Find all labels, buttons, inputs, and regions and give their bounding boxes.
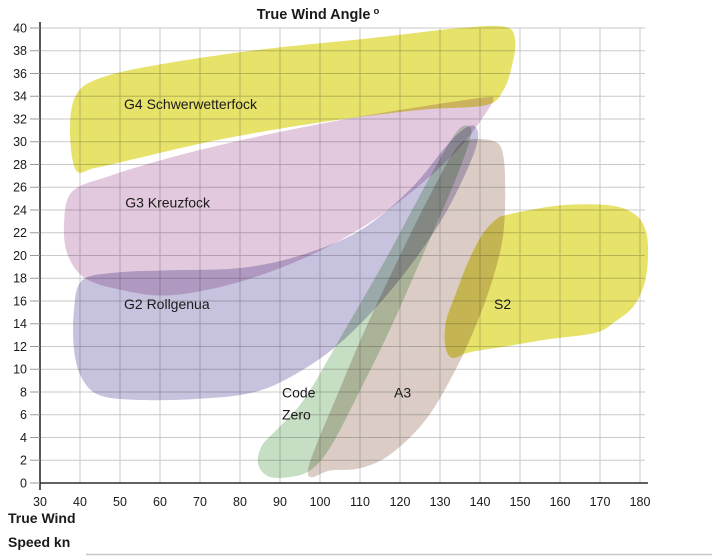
x-tick-label: 120 bbox=[390, 495, 411, 509]
y-tick-label: 28 bbox=[13, 158, 27, 172]
region-shape-g3-kreuzfock bbox=[63, 96, 494, 296]
y-tick-label: 20 bbox=[13, 249, 27, 263]
x-tick-label: 150 bbox=[510, 495, 531, 509]
x-tick-label: 70 bbox=[193, 495, 207, 509]
chart-title-text: True Wind Angle bbox=[257, 7, 371, 23]
y-tick-label: 12 bbox=[13, 340, 27, 354]
region-shape-code-zero bbox=[257, 125, 472, 478]
degree-symbol: o bbox=[373, 6, 379, 17]
region-labels: G4 Schwerwetterfock G3 Kreuzfock G2 Rollge… bbox=[124, 96, 511, 423]
region-label-g2-rollgenua: G2 Rollgenua bbox=[124, 296, 210, 312]
region-shape-a3 bbox=[307, 138, 506, 478]
y-tick-label: 2 bbox=[20, 454, 27, 468]
region-label-s2: S2 bbox=[494, 296, 511, 312]
region-label-a3: A3 bbox=[394, 385, 411, 401]
y-tick-label: 24 bbox=[13, 203, 27, 217]
y-tick-label: 26 bbox=[13, 181, 27, 195]
region-shape-g4-schwerwetterfock bbox=[70, 25, 516, 173]
x-tick-label: 100 bbox=[310, 495, 331, 509]
x-tick-label: 50 bbox=[113, 495, 127, 509]
region-shape-g2-rollgenua bbox=[73, 125, 479, 401]
y-tick-label: 38 bbox=[13, 44, 27, 58]
y-tick-label: 16 bbox=[13, 294, 27, 308]
x-tick-label: 130 bbox=[430, 495, 451, 509]
y-tick-label: 36 bbox=[13, 67, 27, 81]
region-shape-s2 bbox=[444, 204, 649, 359]
region-label-g3-kreuzfock: G3 Kreuzfock bbox=[125, 195, 211, 211]
y-tick-label: 6 bbox=[20, 408, 27, 422]
y-tick-label: 14 bbox=[13, 317, 27, 331]
chart-title: True Wind Angle o bbox=[257, 6, 380, 23]
y-tick-label: 40 bbox=[13, 21, 27, 35]
y-tick-label: 18 bbox=[13, 272, 27, 286]
y-axis-label-line2: Speed kn bbox=[8, 534, 70, 550]
region-label-g4-schwerwetterfock: G4 Schwerwetterfock bbox=[124, 96, 258, 112]
y-tick-label: 34 bbox=[13, 90, 27, 104]
x-tick-label: 30 bbox=[33, 495, 47, 509]
y-axis-label-line1: True Wind bbox=[8, 510, 76, 526]
y-tick-label: 10 bbox=[13, 363, 27, 377]
x-tick-label: 110 bbox=[350, 495, 370, 509]
y-tick-label: 22 bbox=[13, 226, 27, 240]
sail-regions bbox=[63, 25, 649, 478]
region-label-code-zero: Zero bbox=[282, 407, 311, 423]
y-tick-label: 8 bbox=[20, 385, 27, 399]
y-tick-label: 32 bbox=[13, 112, 27, 126]
x-tick-label: 80 bbox=[233, 495, 247, 509]
x-tick-label: 180 bbox=[630, 495, 651, 509]
x-tick-label: 60 bbox=[153, 495, 167, 509]
axes bbox=[30, 22, 648, 490]
x-tick-label: 160 bbox=[550, 495, 571, 509]
x-tick-label: 90 bbox=[273, 495, 287, 509]
x-tick-label: 140 bbox=[470, 495, 491, 509]
y-tick-label: 0 bbox=[20, 476, 27, 490]
y-tick-label: 30 bbox=[13, 135, 27, 149]
x-tick-label: 170 bbox=[590, 495, 611, 509]
region-label-code-zero: Code bbox=[282, 385, 316, 401]
y-tick-label: 4 bbox=[20, 431, 27, 445]
x-tick-label: 40 bbox=[73, 495, 87, 509]
